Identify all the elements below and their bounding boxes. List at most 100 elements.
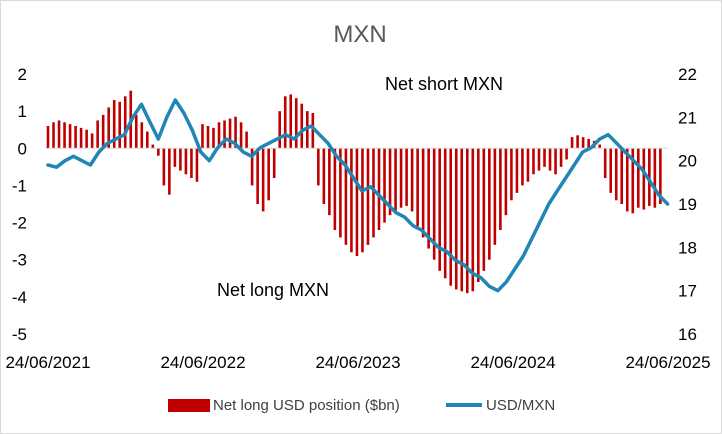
bar [250, 148, 254, 186]
legend-label-line: USD/MXN [486, 397, 555, 414]
chart-title: MXN [333, 21, 386, 48]
bar [267, 148, 270, 201]
bar [443, 148, 447, 279]
bar [405, 148, 408, 206]
bar [355, 148, 359, 256]
x-tick-label: 24/06/2024 [470, 353, 555, 372]
bar [399, 148, 403, 208]
bar [449, 148, 453, 286]
bar [74, 126, 77, 149]
bar [223, 120, 226, 149]
bar [344, 148, 348, 245]
bar [234, 116, 237, 149]
bar [322, 148, 326, 204]
bar [576, 135, 579, 149]
right-axis-ticks: 22 21 20 19 18 17 16 [678, 65, 697, 344]
bar [101, 114, 105, 149]
left-tick-label: -5 [12, 325, 27, 344]
bar [118, 101, 122, 149]
bar [421, 148, 425, 238]
left-axis-ticks: 2 1 0 -1 -2 -3 -4 -5 [12, 65, 27, 344]
bar [438, 148, 441, 271]
bar [410, 148, 414, 212]
right-tick-label: 21 [678, 108, 697, 127]
bar [278, 111, 281, 149]
x-tick-label: 24/06/2021 [5, 353, 90, 372]
bar [609, 148, 613, 193]
bar [52, 122, 55, 149]
bar [168, 148, 171, 195]
right-tick-label: 18 [678, 238, 697, 257]
bar [46, 126, 50, 149]
bar [294, 98, 298, 149]
bar [394, 148, 397, 212]
bar [587, 139, 590, 149]
bar [477, 148, 480, 282]
bar [157, 148, 160, 156]
bar [598, 144, 601, 149]
left-tick-label: 1 [18, 102, 27, 121]
bar [256, 148, 259, 204]
bar [515, 148, 519, 193]
left-tick-label: -4 [12, 288, 27, 307]
bar [107, 107, 110, 149]
bar [245, 131, 248, 149]
bar [460, 148, 464, 292]
bar [289, 94, 293, 149]
bar [432, 148, 436, 260]
bar [217, 122, 221, 149]
legend-label-bars: Net long USD position ($bn) [213, 397, 400, 414]
bar [239, 122, 243, 149]
bar [112, 100, 116, 149]
bar [261, 148, 265, 212]
bar [581, 137, 585, 149]
bar [272, 148, 276, 178]
chart-legend: Net long USD position ($bn) USD/MXN [168, 397, 555, 414]
right-tick-label: 16 [678, 325, 697, 344]
left-tick-label: -3 [12, 251, 27, 270]
bar [559, 148, 563, 167]
bar [195, 148, 199, 182]
bar [603, 148, 607, 178]
bar [543, 148, 546, 167]
bar [625, 148, 629, 212]
right-tick-label: 22 [678, 65, 697, 84]
bar [317, 148, 320, 186]
bar [162, 148, 166, 186]
bar [90, 133, 94, 149]
bar [206, 126, 210, 149]
left-tick-label: 0 [18, 139, 27, 158]
annotation-net-long: Net long MXN [217, 280, 329, 300]
bar [659, 148, 662, 204]
bar [190, 148, 193, 178]
bar [179, 148, 182, 171]
bar [471, 148, 475, 292]
bar-series [46, 90, 662, 294]
bar [300, 103, 304, 149]
bar [63, 122, 66, 149]
bar [548, 148, 552, 171]
left-tick-label: -2 [12, 214, 27, 233]
bar [454, 148, 458, 290]
bar [537, 148, 541, 171]
right-tick-label: 19 [678, 195, 697, 214]
x-tick-label: 24/06/2023 [315, 353, 400, 372]
bar [173, 148, 177, 167]
x-tick-label: 24/06/2022 [160, 353, 245, 372]
right-tick-label: 17 [678, 282, 697, 301]
bar [499, 148, 502, 230]
annotation-net-short: Net short MXN [385, 74, 503, 94]
bar [620, 148, 624, 204]
bar [521, 148, 524, 186]
bar [636, 148, 640, 208]
bar [532, 148, 535, 175]
bar [631, 148, 635, 214]
bar [372, 148, 375, 238]
bar [85, 129, 88, 149]
bar [283, 96, 287, 149]
bar [184, 148, 188, 175]
bar [388, 148, 392, 216]
bar [416, 148, 419, 227]
bar [570, 137, 574, 149]
